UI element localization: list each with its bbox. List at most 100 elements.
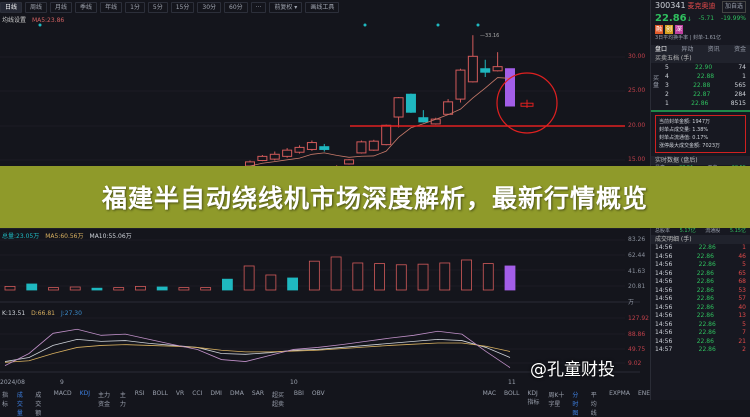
order-book-title: 买卖五档 (手) <box>651 54 750 63</box>
axis-label: 万 <box>628 299 635 306</box>
period-tab[interactable]: 60分 <box>224 2 248 13</box>
trade-cell: 14:56 <box>655 303 673 311</box>
period-tab[interactable]: 15分 <box>170 2 195 13</box>
trade-cell: 57 <box>738 295 746 302</box>
candle[interactable] <box>257 155 268 162</box>
trade-cell: 14:56 <box>655 329 673 336</box>
period-tab[interactable]: 30分 <box>197 2 222 13</box>
trade-cell: 22.86 <box>696 269 714 277</box>
quote-tab[interactable]: 异动 <box>681 46 694 53</box>
indicator-tab[interactable]: 平均线 <box>590 392 597 417</box>
kline-chart[interactable]: —33.16 <box>0 0 640 390</box>
period-tab[interactable]: 季线 <box>75 2 98 13</box>
ma-setting-label[interactable]: 均线设置 <box>2 17 27 24</box>
indicator-tab[interactable]: CCI <box>192 390 203 397</box>
candle[interactable] <box>356 141 367 154</box>
add-watchlist-button[interactable]: 加自选 <box>721 1 746 13</box>
quote-tab[interactable]: 盘口 <box>655 46 668 53</box>
candle[interactable] <box>443 101 454 115</box>
trade-cell: 5 <box>742 261 746 268</box>
volume-bar <box>461 259 472 291</box>
candle[interactable] <box>319 146 330 150</box>
indicator-tab[interactable]: KDJ指标 <box>527 390 540 406</box>
indicator-tab[interactable]: MAC <box>482 390 497 397</box>
indicator-tab[interactable]: BOLL <box>504 390 520 397</box>
ma-line <box>249 77 511 167</box>
candle[interactable] <box>492 66 503 72</box>
indicator-tab[interactable]: 超买超卖 <box>272 392 285 408</box>
indicator-tab[interactable]: BBI <box>293 390 304 397</box>
period-tab[interactable]: 年线 <box>100 2 123 13</box>
candle[interactable] <box>294 146 305 153</box>
volume-bar <box>113 287 125 291</box>
period-tab[interactable]: 周线 <box>25 2 48 13</box>
order-book-cell: 3 <box>665 82 669 89</box>
period-tab[interactable]: ··· <box>250 2 267 13</box>
indicator-tab[interactable]: ENE <box>637 390 651 397</box>
volume-legend-item: 总量:23.05万 <box>2 233 40 240</box>
period-tab[interactable]: 5分 <box>147 2 168 13</box>
candle[interactable] <box>418 117 429 123</box>
kdj-d-line <box>4 342 511 363</box>
indicator-tab[interactable]: SAR <box>251 390 265 397</box>
indicator-tab[interactable]: 成交额 <box>35 392 42 417</box>
trade-cell: 5 <box>742 320 746 328</box>
candle[interactable] <box>306 142 317 150</box>
trade-cell: 68 <box>738 278 746 285</box>
candle[interactable] <box>282 149 293 157</box>
candle[interactable] <box>405 93 416 113</box>
kdj-legend-item: K:13.51 <box>2 310 26 317</box>
candle[interactable] <box>430 118 441 125</box>
price-change-pct: -19.99% <box>720 15 746 22</box>
indicator-tab[interactable]: OBV <box>311 390 325 397</box>
quote-tab[interactable]: 资讯 <box>707 46 720 53</box>
indicator-tab[interactable]: BOLL <box>152 390 168 397</box>
indicator-tab[interactable]: DMI <box>210 390 222 397</box>
candle[interactable] <box>269 153 280 160</box>
period-tab[interactable]: 日线 <box>0 2 23 13</box>
trade-list[interactable]: 14:56 22.86 1 14:56 22.86 46 14:56 22.86 5 14:56 2… <box>651 244 750 355</box>
indicator-tab[interactable]: 主力 <box>119 392 126 408</box>
trade-row: 14:56 22.86 13 <box>651 312 750 321</box>
indicator-tab[interactable]: RSI <box>134 390 145 397</box>
realtime-cell: 总股本 <box>655 228 671 234</box>
indicator-tab[interactable]: 指标 <box>2 392 9 408</box>
order-book-cell: 22.86 <box>691 100 709 107</box>
candle[interactable] <box>480 68 491 73</box>
volume-bar <box>135 285 146 291</box>
trade-cell: 53 <box>738 286 746 294</box>
volume-bar <box>395 264 407 291</box>
quote-tab[interactable]: 资金 <box>733 46 746 53</box>
trade-cell: 22.86 <box>698 320 716 328</box>
quote-subtitle: 3日平均换手率 | 封单-1.61亿 <box>655 35 721 41</box>
seal-line: 封单占成交量: 1.38% <box>659 127 709 133</box>
candle[interactable] <box>368 140 379 151</box>
indicator-tab[interactable]: MACD <box>53 390 72 397</box>
kdj-legend-item: D:66.81 <box>31 310 55 317</box>
period-toolbar: 日线 周线 月线 季线 年线 1分 5分 15分 30分 60分 ··· 前复权 ▾ 画线工具 <box>0 0 650 13</box>
indicator-tab[interactable]: VR <box>175 390 185 397</box>
trade-cell: 14:56 <box>655 337 673 345</box>
price-change: -5.71 <box>698 15 715 22</box>
candle[interactable] <box>393 97 404 118</box>
period-tab[interactable]: 月线 <box>50 2 73 13</box>
indicator-tab[interactable]: 主力资金 <box>98 392 111 408</box>
indicator-tab[interactable]: 成交量 <box>16 392 23 417</box>
candle[interactable] <box>467 55 478 83</box>
candle[interactable] <box>381 124 392 146</box>
indicator-tab[interactable]: 周K十字星 <box>548 392 565 408</box>
period-tab[interactable]: 1分 <box>125 2 145 13</box>
candle[interactable] <box>505 68 515 107</box>
axis-label: 15.00 <box>628 156 646 163</box>
candle[interactable] <box>455 69 466 100</box>
indicator-tab[interactable]: KDJ <box>79 390 90 397</box>
axis-label: 127.92 <box>628 315 649 322</box>
current-price: 22.86 <box>655 13 687 24</box>
period-tab[interactable]: 画线工具 <box>305 2 340 13</box>
candle[interactable] <box>344 159 355 165</box>
seal-line: 当前封单金额: 1947万 <box>659 119 710 125</box>
indicator-tab[interactable]: 分时图 <box>572 392 579 417</box>
indicator-tab[interactable]: EXPMA <box>609 390 630 397</box>
indicator-tab[interactable]: DMA <box>229 390 244 397</box>
period-tab[interactable]: 前复权 ▾ <box>269 2 303 13</box>
